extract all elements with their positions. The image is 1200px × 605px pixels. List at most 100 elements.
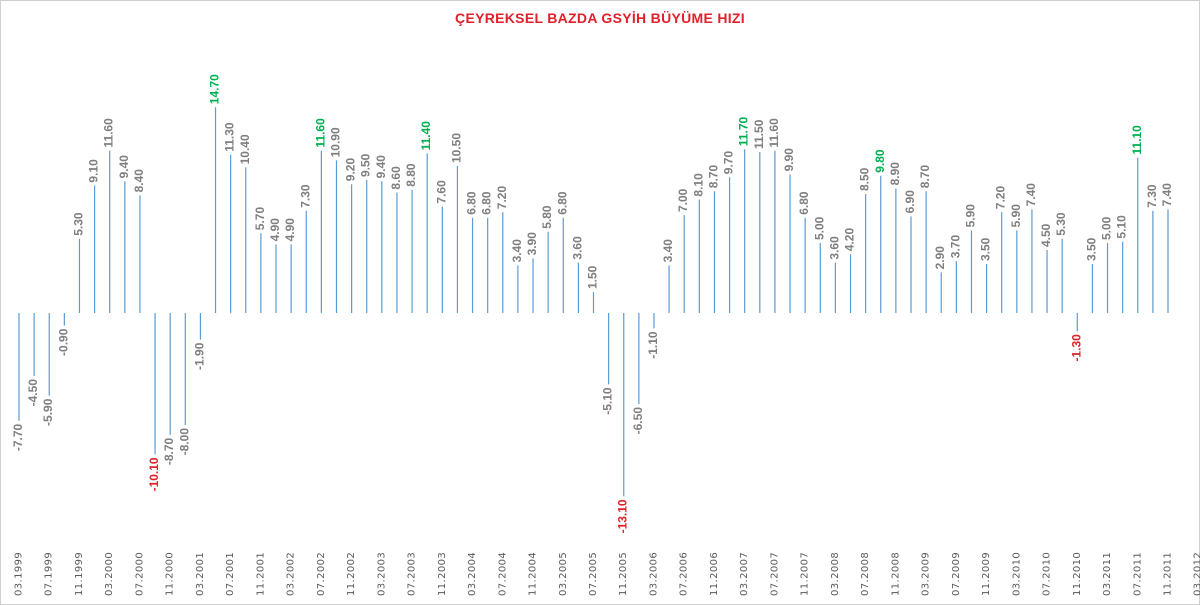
value-label: -1.30 — [1069, 334, 1083, 362]
value-label: 7.30 — [1145, 184, 1159, 208]
value-label: 11.60 — [767, 118, 781, 148]
x-tick-label: 07.2004 — [497, 552, 508, 596]
value-label: 3.40 — [661, 239, 675, 263]
x-tick-label: 03.2004 — [467, 552, 478, 596]
x-tick-label: 07.2007 — [769, 552, 780, 596]
x-tick-label: 11.2006 — [709, 552, 720, 596]
value-label: -1.10 — [646, 331, 660, 359]
bars-group — [18, 107, 1169, 497]
x-tick-label: 07.2006 — [679, 552, 690, 596]
value-label: 11.60 — [102, 118, 116, 148]
value-label: 6.80 — [465, 191, 479, 215]
x-tick-label: 11.2001 — [255, 552, 266, 596]
value-label: 6.80 — [555, 191, 569, 215]
x-tick-label: 03.2000 — [104, 552, 115, 596]
x-tick-label: 03.2002 — [286, 552, 297, 596]
x-tick-label: 07.2009 — [951, 552, 962, 596]
value-label: 8.50 — [858, 167, 872, 191]
value-label: 8.60 — [389, 166, 403, 190]
x-tick-label: 11.2003 — [437, 552, 448, 596]
x-tick-label: 07.2002 — [316, 552, 327, 596]
value-label: 4.90 — [283, 218, 297, 242]
value-label: -8.00 — [177, 428, 191, 456]
value-label: -0.90 — [56, 328, 70, 356]
value-label: 14.70 — [208, 74, 222, 104]
value-label: 5.30 — [1054, 212, 1068, 236]
value-label: 11.40 — [419, 121, 433, 151]
value-label: -10.10 — [147, 457, 161, 491]
value-label: -4.50 — [26, 379, 40, 407]
value-label: 10.50 — [449, 133, 463, 163]
x-tick-label: 07.2001 — [225, 552, 236, 596]
value-label: 4.50 — [1039, 223, 1053, 247]
value-label: 9.10 — [87, 159, 101, 183]
value-label: 3.60 — [570, 236, 584, 260]
x-tick-label: 07.2010 — [1042, 552, 1053, 596]
value-label: 6.80 — [480, 191, 494, 215]
value-label: 5.90 — [963, 204, 977, 228]
value-label: 9.70 — [722, 151, 736, 175]
value-label: 9.90 — [782, 148, 796, 172]
value-label: 5.70 — [253, 207, 267, 231]
x-tick-label: 03.2011 — [1102, 552, 1113, 596]
x-tick-label: 03.2007 — [739, 552, 750, 596]
value-label: 5.10 — [1115, 215, 1129, 239]
x-tick-label: 11.2008 — [890, 552, 901, 596]
x-tick-label: 03.2012 — [1193, 552, 1200, 596]
value-label: -7.70 — [11, 423, 25, 451]
value-label: 9.40 — [117, 155, 131, 179]
value-label: 7.20 — [994, 186, 1008, 210]
value-label: 3.50 — [979, 237, 993, 261]
value-label: 9.50 — [359, 153, 373, 177]
value-label: 3.60 — [827, 236, 841, 260]
x-tick-label: 11.2007 — [800, 552, 811, 596]
value-label: 8.70 — [706, 165, 720, 189]
value-label: 11.50 — [752, 119, 766, 149]
value-label: 6.90 — [903, 190, 917, 214]
x-tick-label: 11.2009 — [981, 552, 992, 596]
value-label: 9.40 — [374, 155, 388, 179]
value-label: -1.90 — [192, 342, 206, 370]
value-label: 8.10 — [691, 173, 705, 197]
value-label: -8.70 — [162, 437, 176, 465]
value-label: 1.50 — [586, 265, 600, 289]
x-tick-label: 07.2011 — [1132, 552, 1143, 596]
value-label: 9.80 — [873, 149, 887, 173]
value-label: 7.40 — [1160, 183, 1174, 207]
chart-title: ÇEYREKSEL BAZDA GSYİH BÜYÜME HIZI — [455, 10, 745, 26]
x-tick-label: 11.2000 — [165, 552, 176, 596]
x-tick-label: 07.2000 — [134, 552, 145, 596]
value-label: -5.10 — [601, 387, 615, 415]
x-tick-label: 03.1999 — [14, 552, 25, 596]
x-tick-label: 03.2008 — [830, 552, 841, 596]
x-tick-label: 11.2004 — [528, 552, 539, 596]
x-tick-label: 03.2001 — [195, 552, 206, 596]
value-label: 11.70 — [737, 117, 751, 147]
x-tick-label: 11.2011 — [1163, 552, 1174, 596]
x-tick-label: 07.2003 — [407, 552, 418, 596]
value-label: 11.10 — [1130, 125, 1144, 155]
value-label: 3.40 — [510, 239, 524, 263]
x-tick-label: 07.2005 — [588, 552, 599, 596]
value-label: 5.90 — [1009, 204, 1023, 228]
x-tick-label: 03.2006 — [648, 552, 659, 596]
value-label: 7.60 — [434, 180, 448, 204]
value-label: 6.80 — [797, 191, 811, 215]
x-tick-label: 11.2005 — [618, 552, 629, 596]
value-label: 10.40 — [238, 134, 252, 164]
value-label: 4.20 — [843, 228, 857, 252]
value-labels-group: -7.70-4.50-5.90-0.905.309.1011.609.408.4… — [11, 74, 1174, 534]
value-label: -6.50 — [631, 407, 645, 435]
x-tick-label: 03.2005 — [558, 552, 569, 596]
x-tick-label: 03.2010 — [1011, 552, 1022, 596]
value-label: 7.30 — [298, 184, 312, 208]
x-tick-labels-group: 03.1999 07.1999 11.1999 03.2000 07.2000 11.20… — [14, 552, 1200, 596]
value-label: 8.90 — [888, 162, 902, 186]
x-tick-label: 03.2009 — [921, 552, 932, 596]
value-label: 9.20 — [344, 158, 358, 182]
value-label: 8.40 — [132, 169, 146, 193]
value-label: 8.70 — [918, 165, 932, 189]
value-label: 3.50 — [1084, 237, 1098, 261]
value-label: 10.90 — [328, 127, 342, 157]
